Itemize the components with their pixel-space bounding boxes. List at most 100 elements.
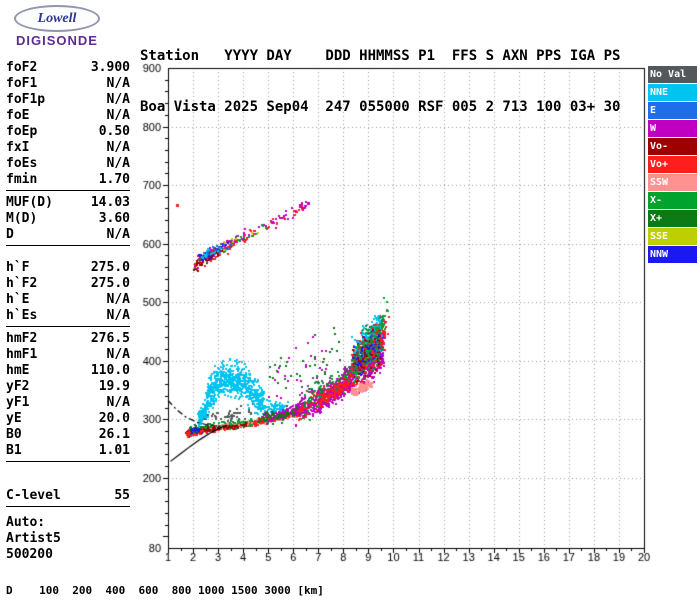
param-row-auto: Auto: [6, 515, 130, 531]
param-group-1: MUF(D) 14.03 M(D) 3.60 D N/A [6, 195, 130, 246]
param-row-hmf2: hmF2 276.5 [6, 331, 130, 347]
param-label: hmE [6, 363, 30, 378]
header-station-values: Boa Vista 2025 Sep04 247 055000 RSF 005 … [140, 99, 621, 115]
param-label: B1 [6, 443, 22, 458]
param-value: 3.900 [90, 60, 130, 75]
param-value: 0.50 [98, 124, 130, 139]
param-row-fof1p: foF1p N/A [6, 92, 130, 108]
param-row-ye: yE 20.0 [6, 411, 130, 427]
param-label: 500200 [6, 547, 53, 562]
param-value: 110.0 [90, 363, 130, 378]
param-row-hf2: h`F2 275.0 [6, 276, 130, 292]
param-value: 20.0 [98, 411, 130, 426]
param-value: 3.60 [98, 211, 130, 226]
lowell-digisonde-logo: Lowell DIGISONDE [8, 5, 106, 48]
param-row-foe: foE N/A [6, 108, 130, 124]
param-label: fxI [6, 140, 30, 155]
param-group-2: h`F 275.0 h`F2 275.0 h`E N/A h`Es N/A [6, 260, 130, 327]
param-group-0: foF2 3.900 foF1 N/A foF1p N/A foE N/A foEp 0.50 fx… [6, 60, 130, 191]
param-label: foF1p [6, 92, 46, 107]
param-row-fof1: foF1 N/A [6, 76, 130, 92]
param-label: yF1 [6, 395, 30, 410]
lowell-wordmark: Lowell [37, 10, 77, 26]
param-row-hme: hmE 110.0 [6, 363, 130, 379]
lowell-logo-oval: Lowell [14, 5, 100, 32]
param-row-hf: h`F 275.0 [6, 260, 130, 276]
param-row-yf2: yF2 19.9 [6, 379, 130, 395]
param-group-3: hmF2 276.5 hmF1 N/A hmE 110.0 yF2 19.9 yF1 N/A yE 2… [6, 331, 130, 462]
param-value: N/A [106, 308, 130, 323]
param-label: foE [6, 108, 30, 123]
legend-item-x+: X+ [648, 210, 697, 227]
legend-item-sse: SSE [648, 228, 697, 245]
legend-item-e: E [648, 102, 697, 119]
legend-item-w: W [648, 120, 697, 137]
param-row-500200: 500200 [6, 547, 130, 563]
digisonde-wordmark: DIGISONDE [16, 33, 98, 48]
param-value: N/A [106, 92, 130, 107]
station-header: Station YYYY DAY DDD HHMMSS P1 FFS S AXN… [140, 14, 620, 150]
param-row-foep: foEp 0.50 [6, 124, 130, 140]
param-label: foF2 [6, 60, 38, 75]
param-label: foEs [6, 156, 38, 171]
legend-item-vo-: Vo- [648, 138, 697, 155]
param-row-foes: foEs N/A [6, 156, 130, 172]
param-label: B0 [6, 427, 22, 442]
legend-item-x-: X- [648, 192, 697, 209]
param-row-b1: B1 1.01 [6, 443, 130, 459]
param-value: N/A [106, 140, 130, 155]
param-label: hmF1 [6, 347, 38, 362]
param-row-clevel: C-level 55 [6, 488, 130, 504]
param-value: 1.01 [98, 443, 130, 458]
param-label: yF2 [6, 379, 30, 394]
legend-item-ssw: SSW [648, 174, 697, 191]
param-row-hes: h`Es N/A [6, 308, 130, 324]
param-label: h`F2 [6, 276, 38, 291]
param-row-yf1: yF1 N/A [6, 395, 130, 411]
param-label: h`F [6, 260, 30, 275]
param-label: fmin [6, 172, 38, 187]
param-row-d: D N/A [6, 227, 130, 243]
param-value: 14.03 [90, 195, 130, 210]
param-value: 1.70 [98, 172, 130, 187]
param-value: 55 [114, 488, 130, 503]
param-label: Auto: [6, 515, 46, 530]
param-label: foF1 [6, 76, 38, 91]
param-label: yE [6, 411, 22, 426]
param-value: N/A [106, 227, 130, 242]
param-label: MUF(D) [6, 195, 53, 210]
param-value: N/A [106, 108, 130, 123]
param-label: h`Es [6, 308, 38, 323]
echo-direction-legend: No Val NNE E W Vo- Vo+ SSW X- X+ SSE NNW [648, 66, 697, 264]
param-row-fof2: foF2 3.900 [6, 60, 130, 76]
param-group-4: C-level 55 [6, 488, 130, 507]
param-row-b0: B0 26.1 [6, 427, 130, 443]
param-value: 19.9 [98, 379, 130, 394]
scaled-parameter-panel: foF2 3.900 foF1 N/A foF1p N/A foE N/A foEp 0.50 fx… [6, 60, 130, 565]
param-label: h`E [6, 292, 30, 307]
param-group-5: Auto: Artist5 500200 [6, 515, 130, 565]
param-label: Artist5 [6, 531, 61, 546]
param-label: hmF2 [6, 331, 38, 346]
muf-distance-row: D 100 200 400 600 800 1000 1500 3000 [km… [6, 584, 324, 597]
header-column-titles: Station YYYY DAY DDD HHMMSS P1 FFS S AXN… [140, 48, 621, 64]
param-value: 26.1 [98, 427, 130, 442]
legend-item-noval: No Val [648, 66, 697, 83]
param-label: foEp [6, 124, 38, 139]
param-value: 275.0 [90, 276, 130, 291]
param-row-mufd: MUF(D) 14.03 [6, 195, 130, 211]
param-value: 276.5 [90, 331, 130, 346]
param-row-hmf1: hmF1 N/A [6, 347, 130, 363]
param-label: C-level [6, 488, 61, 503]
param-row-artist5: Artist5 [6, 531, 130, 547]
param-value: N/A [106, 76, 130, 91]
param-label: D [6, 227, 14, 242]
param-value: N/A [106, 395, 130, 410]
legend-item-nne: NNE [648, 84, 697, 101]
param-row-fxi: fxI N/A [6, 140, 130, 156]
param-row-he: h`E N/A [6, 292, 130, 308]
param-row-md: M(D) 3.60 [6, 211, 130, 227]
param-value: N/A [106, 292, 130, 307]
param-value: N/A [106, 156, 130, 171]
